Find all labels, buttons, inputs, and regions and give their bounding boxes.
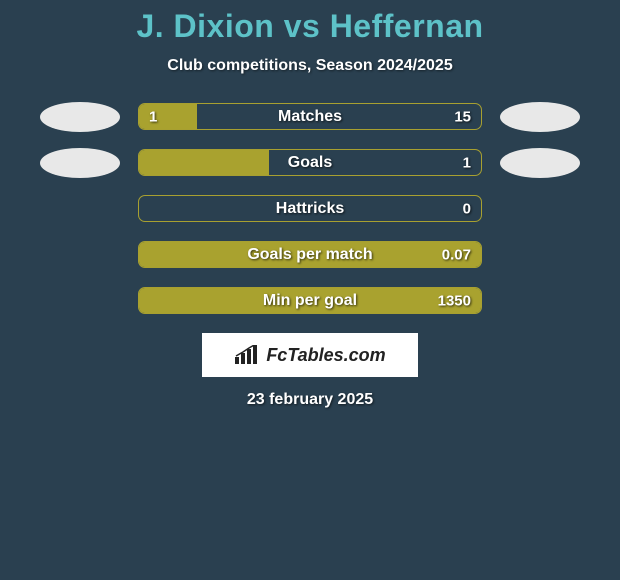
stat-bar: Goals per match 0.07 xyxy=(138,241,482,268)
stat-row: Min per goal 1350 xyxy=(0,287,620,314)
comparison-infographic: J. Dixion vs Heffernan Club competitions… xyxy=(0,0,620,409)
player-left-avatar xyxy=(40,148,120,178)
stat-row: Goals 1 xyxy=(0,149,620,176)
date: 23 february 2025 xyxy=(0,391,620,409)
player-right-avatar xyxy=(500,148,580,178)
page-title: J. Dixion vs Heffernan xyxy=(0,8,620,45)
stat-label: Hattricks xyxy=(276,200,344,218)
stat-row: 1 Matches 15 xyxy=(0,103,620,130)
value-right: 1350 xyxy=(438,292,471,309)
player-right-avatar xyxy=(500,102,580,132)
stat-row: Goals per match 0.07 xyxy=(0,241,620,268)
stat-label: Matches xyxy=(278,108,342,126)
stats-rows: 1 Matches 15 Goals 1 Hattricks 0 Goals per matc… xyxy=(0,103,620,314)
stat-bar: 1 Matches 15 xyxy=(138,103,482,130)
value-right: 15 xyxy=(454,108,471,125)
logo-box: FcTables.com xyxy=(202,333,418,377)
value-right: 0 xyxy=(463,200,471,217)
stat-label: Goals per match xyxy=(247,246,372,264)
value-right: 1 xyxy=(463,154,471,171)
logo-text: FcTables.com xyxy=(266,345,385,366)
logo: FcTables.com xyxy=(234,345,385,366)
value-left: 1 xyxy=(149,108,157,125)
player-left-avatar xyxy=(40,102,120,132)
stat-bar: Hattricks 0 xyxy=(138,195,482,222)
value-right: 0.07 xyxy=(442,246,471,263)
stat-row: Hattricks 0 xyxy=(0,195,620,222)
stat-bar: Min per goal 1350 xyxy=(138,287,482,314)
bar-fill-left xyxy=(139,150,269,175)
bars-icon xyxy=(234,345,260,365)
stat-bar: Goals 1 xyxy=(138,149,482,176)
bar-fill-left xyxy=(139,104,197,129)
stat-label: Min per goal xyxy=(263,292,357,310)
stat-label: Goals xyxy=(288,154,332,172)
subtitle: Club competitions, Season 2024/2025 xyxy=(0,57,620,75)
